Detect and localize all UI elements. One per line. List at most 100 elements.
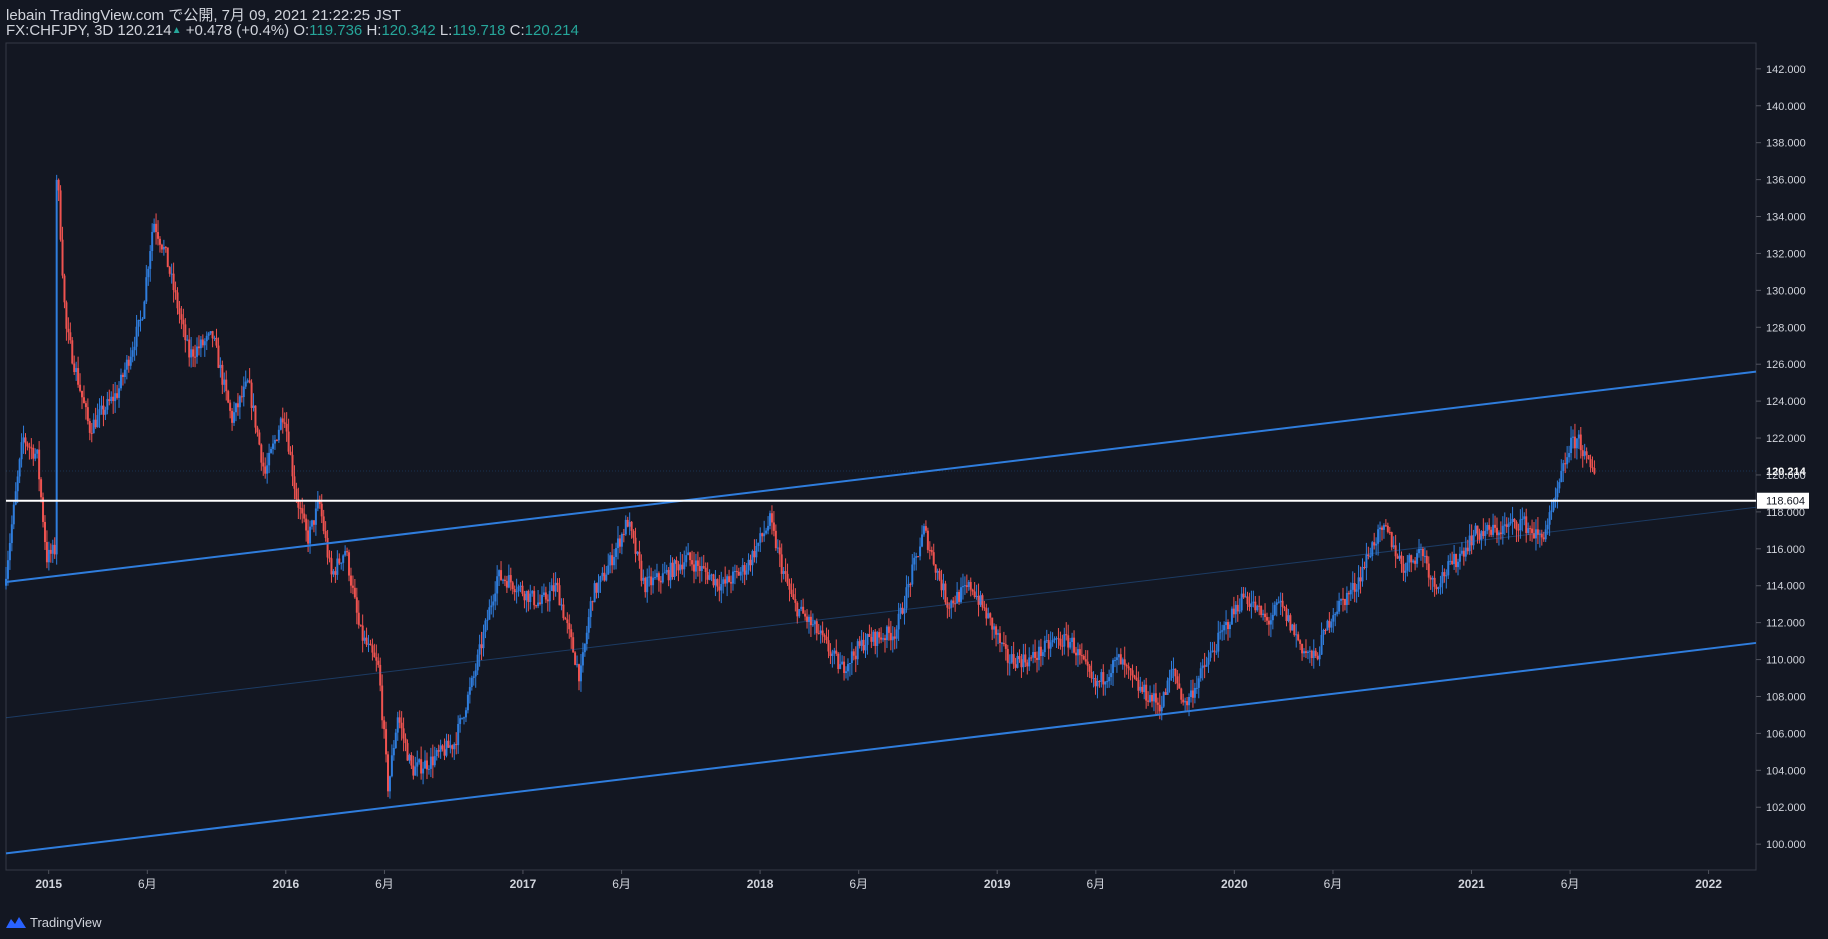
- candle-body: [79, 384, 82, 391]
- candle-body: [59, 190, 62, 240]
- candle-body: [696, 560, 699, 566]
- candle-body: [922, 526, 925, 535]
- candle-body: [225, 379, 228, 392]
- low-value: 119.718: [452, 22, 506, 39]
- candles-group: [5, 174, 1596, 799]
- candle-body: [1347, 592, 1350, 595]
- candle-body: [1398, 555, 1401, 559]
- candle-body: [948, 607, 951, 609]
- candle-body: [1419, 548, 1422, 550]
- y-tick-label: 118.000: [1766, 507, 1805, 519]
- candle-body: [425, 760, 428, 770]
- y-tick-label: 112.000: [1766, 618, 1805, 630]
- candle-body: [652, 577, 655, 586]
- footer-brand[interactable]: TradingView: [6, 912, 102, 932]
- candle-body: [1227, 622, 1230, 630]
- candle-body: [1575, 438, 1578, 449]
- candle-body: [1238, 610, 1241, 612]
- x-tick-label: 6月: [1086, 877, 1105, 891]
- candle-body: [466, 694, 469, 711]
- candle-body: [751, 550, 754, 566]
- candle-body: [100, 405, 103, 410]
- candle-body: [761, 533, 764, 537]
- candle-body: [96, 415, 99, 428]
- candle-body: [1353, 583, 1356, 592]
- candle-body: [1484, 530, 1487, 536]
- candle-body: [934, 564, 937, 573]
- candle-body: [1228, 624, 1231, 630]
- candle-body: [1304, 651, 1307, 653]
- last-price-label-bg: [1757, 463, 1809, 480]
- candle-body: [1275, 602, 1278, 605]
- candle-body: [1495, 527, 1498, 536]
- candle-body: [998, 633, 1001, 643]
- candle-body: [464, 710, 467, 718]
- candle-body: [529, 593, 532, 602]
- candle-body: [1256, 605, 1259, 611]
- candle-body: [1092, 678, 1095, 680]
- hline-label: 118.604: [1766, 496, 1805, 508]
- candle-body: [457, 723, 460, 746]
- candle-body: [671, 562, 674, 577]
- candle-body: [90, 432, 93, 434]
- candle-body: [533, 590, 536, 606]
- candle-body: [687, 552, 690, 556]
- candle-body: [1456, 561, 1459, 568]
- candle-body: [81, 390, 84, 398]
- open-value: 119.736: [309, 22, 363, 39]
- candle-body: [1519, 519, 1522, 531]
- candle-body: [135, 326, 138, 347]
- candle-body: [1002, 642, 1005, 645]
- candle-body: [603, 572, 606, 581]
- candle-body: [119, 374, 122, 389]
- candle-body: [285, 423, 288, 432]
- candle-body: [895, 629, 898, 639]
- candle-body: [835, 650, 838, 654]
- candle-body: [1570, 437, 1573, 454]
- candle-body: [82, 397, 85, 404]
- candle-body: [1039, 646, 1042, 657]
- candle-body: [1026, 662, 1029, 667]
- candle-body: [1550, 510, 1553, 513]
- candle-body: [1032, 652, 1035, 658]
- candle-body: [1490, 529, 1493, 535]
- candle-body: [765, 530, 768, 534]
- candle-body: [1166, 680, 1169, 695]
- candle-body: [498, 570, 501, 577]
- candle-body: [1195, 687, 1198, 689]
- candle-body: [1365, 554, 1368, 568]
- candle-body: [599, 576, 602, 583]
- candle-body: [1351, 583, 1354, 590]
- candle-body: [322, 516, 325, 532]
- candle-body: [975, 595, 978, 597]
- candle-body: [305, 518, 308, 531]
- publisher-line: lebain TradingView.com で公開, 7月 09, 2021 …: [6, 4, 401, 25]
- candle-body: [1184, 701, 1187, 703]
- candle-body: [846, 664, 849, 672]
- candle-body: [893, 636, 896, 639]
- candle-body: [632, 530, 635, 538]
- candle-body: [901, 607, 904, 614]
- candle-body: [379, 664, 382, 686]
- candle-body: [654, 577, 657, 579]
- candle-body: [1324, 630, 1327, 632]
- candle-body: [1589, 459, 1592, 468]
- candle-body: [1435, 586, 1438, 590]
- candle-body: [1199, 668, 1202, 679]
- candle-body: [636, 551, 639, 554]
- candle-body: [868, 633, 871, 637]
- candle-body: [1059, 638, 1062, 646]
- candle-body: [1182, 699, 1185, 703]
- candle-body: [819, 630, 822, 634]
- candle-body: [769, 513, 772, 526]
- candle-body: [1375, 543, 1378, 546]
- candle-body: [75, 368, 78, 373]
- candle-body: [1293, 624, 1296, 635]
- candle-body: [408, 755, 411, 761]
- candle-body: [166, 247, 169, 268]
- candle-body: [667, 569, 670, 581]
- candle-body: [1049, 642, 1052, 649]
- candle-body: [946, 602, 949, 608]
- candle-body: [1472, 534, 1475, 546]
